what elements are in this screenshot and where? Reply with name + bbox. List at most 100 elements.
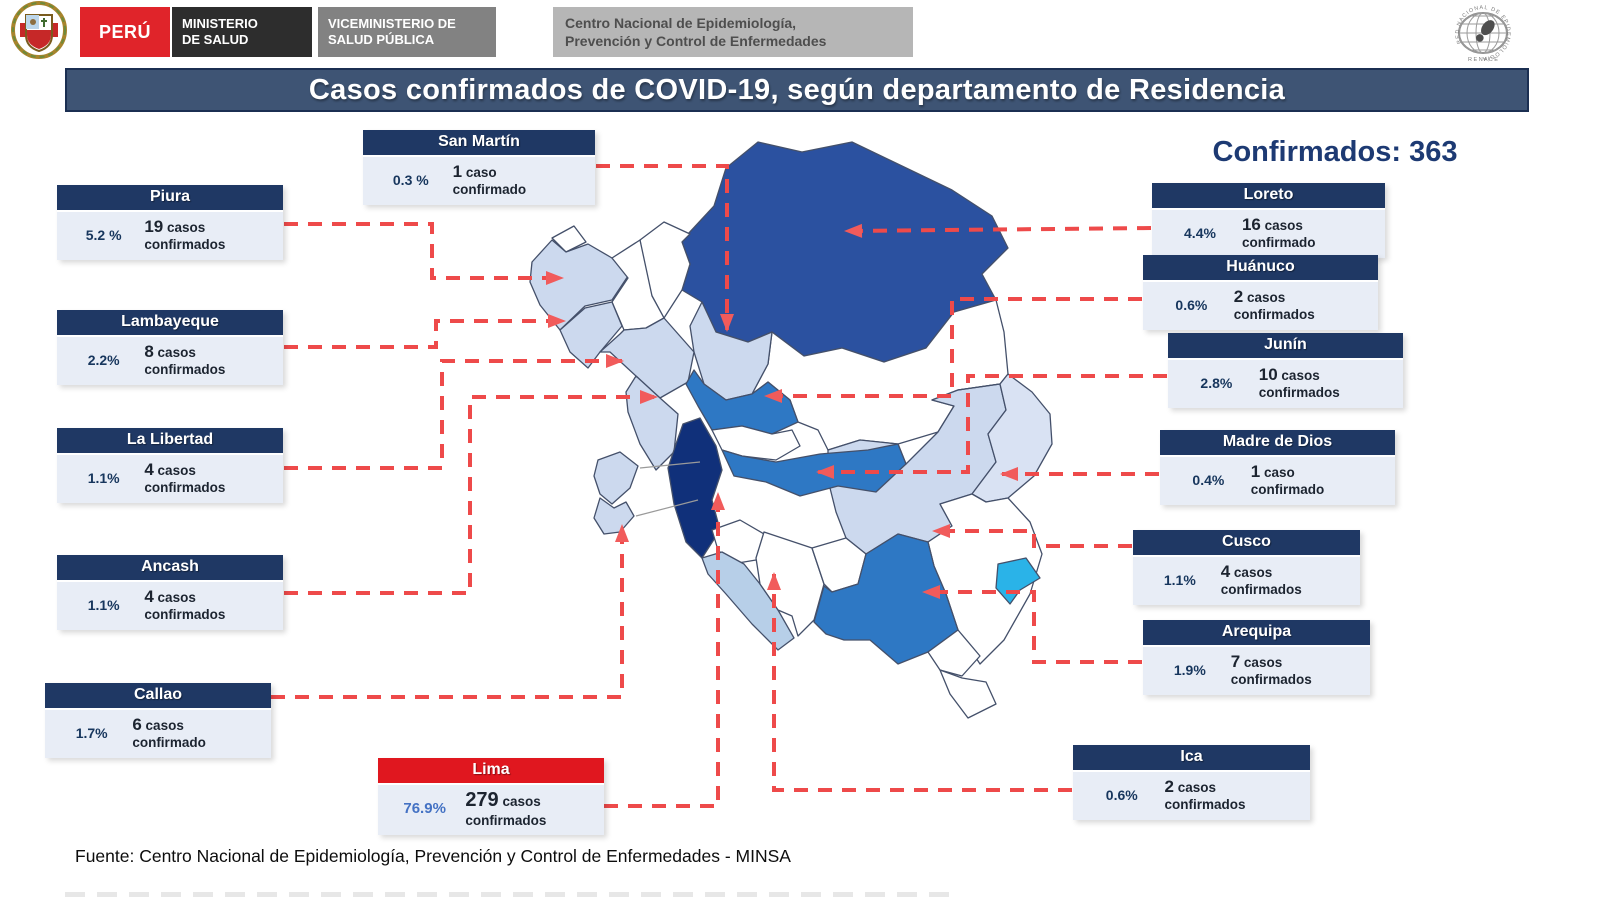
cases-value: 4 casos confirmados	[144, 586, 226, 623]
ministerio-label: MINISTERIO DE SALUD	[182, 15, 258, 47]
callout-junin: Junín 2.8% 10 casos confirmados	[1168, 333, 1403, 408]
callout-piura-title: Piura	[57, 185, 283, 212]
peru-label: PERÚ	[98, 21, 151, 42]
callout-arequipa: Arequipa 1.9% 7 casos confirmados	[1143, 620, 1370, 695]
callout-callao: Callao 1.7% 6 casos confirmado	[45, 683, 271, 758]
map-region-lima	[667, 417, 723, 559]
cases-value: 19 casos confirmados	[144, 216, 226, 253]
cases-value: 279 casos confirmados	[465, 789, 547, 828]
callout-loreto-body: 4.4% 16 casos confirmado	[1152, 210, 1385, 258]
percent-value: 0.6%	[1105, 787, 1138, 803]
callout-callao-body: 1.7% 6 casos confirmado	[45, 710, 271, 758]
callout-san-martin: San Martín 0.3 % 1 caso confirmado	[363, 130, 595, 205]
map-region-moquegua	[927, 629, 981, 677]
callout-ica: Ica 0.6% 2 casos confirmados	[1073, 745, 1310, 820]
percent-value: 4.4%	[1184, 225, 1216, 241]
total-confirmed-label: Confirmados: 363	[1212, 136, 1458, 168]
cases-value: 4 casos confirmados	[144, 459, 226, 496]
connector-arequipa	[922, 585, 1142, 664]
connector-lambayeque	[284, 314, 566, 349]
cutoff-bottom-strip	[65, 892, 955, 897]
callout-madre-de-dios-body: 0.4% 1 caso confirmado	[1160, 457, 1395, 505]
callout-lambayeque-body: 2.2% 8 casos confirmados	[57, 337, 283, 385]
callout-piura-body: 5.2 % 19 casos confirmados	[57, 212, 283, 260]
connector-cusco	[932, 524, 1132, 548]
callout-madre-de-dios: Madre de Dios 0.4% 1 caso confirmado	[1160, 430, 1395, 505]
callout-lima-body: 76.9% 279 casos confirmados	[378, 785, 604, 835]
percent-value: 1.1%	[1163, 572, 1196, 588]
cases-value: 7 casos confirmados	[1230, 651, 1312, 688]
callout-la-libertad: La Libertad 1.1% 4 casos confirmados	[57, 428, 283, 503]
callout-huanuco-body: 0.6% 2 casos confirmados	[1143, 282, 1378, 330]
callout-huanuco: Huánuco 0.6% 2 casos confirmados	[1143, 255, 1378, 330]
cases-value: 1 caso confirmado	[452, 161, 527, 198]
page-title: Casos confirmados de COVID-19, según dep…	[65, 68, 1529, 112]
peru-coat-of-arms	[11, 1, 67, 59]
callao-inset-leader-lines	[635, 461, 701, 517]
callout-ica-body: 0.6% 2 casos confirmados	[1073, 772, 1310, 820]
map-region-tacna	[939, 669, 997, 719]
map-inset-callao-upper	[593, 451, 639, 505]
cases-value: 10 casos confirmados	[1258, 364, 1340, 401]
map-region-ica	[701, 551, 795, 651]
ministerio-label-box: MINISTERIO DE SALUD	[172, 7, 312, 57]
callout-huanuco-title: Huánuco	[1143, 255, 1378, 282]
map-region-huanuco	[685, 369, 799, 435]
percent-value: 76.9%	[403, 800, 446, 818]
connector-lima	[604, 492, 725, 808]
renace-name-text: R E N A C E	[1468, 57, 1498, 63]
map-region-junin	[721, 443, 907, 497]
callout-loreto: Loreto 4.4% 16 casos confirmado	[1152, 183, 1385, 258]
callout-lima: Lima 76.9% 279 casos confirmados	[378, 758, 604, 835]
percent-value: 1.7%	[75, 725, 108, 741]
percent-value: 0.6%	[1175, 297, 1208, 313]
map-region-arequipa	[813, 533, 959, 665]
percent-value: 1.1%	[87, 470, 120, 486]
callout-san-martin-body: 0.3 % 1 caso confirmado	[363, 157, 595, 205]
connector-junin	[816, 374, 1167, 479]
peru-flag-label: PERÚ	[80, 7, 170, 57]
callout-ancash-title: Ancash	[57, 555, 283, 582]
cases-value: 2 casos confirmados	[1233, 286, 1315, 323]
callout-la-libertad-body: 1.1% 4 casos confirmados	[57, 455, 283, 503]
percent-value: 5.2 %	[85, 227, 122, 243]
connector-la-libertad	[284, 354, 624, 470]
percent-value: 1.1%	[87, 597, 120, 613]
map-region-lambayeque	[559, 301, 623, 369]
connector-piura	[284, 222, 564, 285]
callout-cusco: Cusco 1.1% 4 casos confirmados	[1133, 530, 1360, 605]
percent-value: 0.4%	[1192, 472, 1225, 488]
map-inset-callao-lower	[593, 497, 635, 535]
callout-san-martin-title: San Martín	[363, 130, 595, 157]
cases-value: 16 casos confirmado	[1241, 214, 1316, 251]
callout-arequipa-body: 1.9% 7 casos confirmados	[1143, 647, 1370, 695]
callout-ancash-body: 1.1% 4 casos confirmados	[57, 582, 283, 630]
callout-lambayeque: Lambayeque 2.2% 8 casos confirmados	[57, 310, 283, 385]
connector-ica	[767, 572, 1072, 792]
cases-value: 4 casos confirmados	[1220, 561, 1302, 598]
callout-cusco-body: 1.1% 4 casos confirmados	[1133, 557, 1360, 605]
callout-lima-title: Lima	[378, 758, 604, 785]
percent-value: 0.3 %	[392, 172, 429, 188]
cases-value: 2 casos confirmados	[1164, 776, 1246, 813]
percent-value: 1.9%	[1173, 662, 1206, 678]
cases-value: 6 casos confirmado	[132, 714, 206, 751]
callout-lambayeque-title: Lambayeque	[57, 310, 283, 337]
viceministerio-label: VICEMINISTERIO DE SALUD PÚBLICA	[328, 15, 456, 47]
callout-cusco-title: Cusco	[1133, 530, 1360, 557]
callout-ancash: Ancash 1.1% 4 casos confirmados	[57, 555, 283, 630]
viceministerio-label-box: VICEMINISTERIO DE SALUD PÚBLICA	[318, 7, 496, 57]
renace-globe-logo: RED NACIONAL DE EPIDEMIOLOGÍA R E N A C …	[1455, 5, 1510, 63]
cases-value: 1 caso confirmado	[1250, 461, 1325, 498]
callout-junin-body: 2.8% 10 casos confirmados	[1168, 360, 1403, 408]
connector-san-martin	[596, 164, 734, 332]
callout-loreto-title: Loreto	[1152, 183, 1385, 210]
connector-callao	[271, 524, 629, 699]
cases-value: 8 casos confirmados	[144, 341, 226, 378]
callout-madre-de-dios-title: Madre de Dios	[1160, 430, 1395, 457]
centro-nacional-label: Centro Nacional de Epidemiología, Preven…	[565, 14, 827, 49]
callout-ica-title: Ica	[1073, 745, 1310, 772]
centro-nacional-label-box: Centro Nacional de Epidemiología, Preven…	[553, 7, 913, 57]
